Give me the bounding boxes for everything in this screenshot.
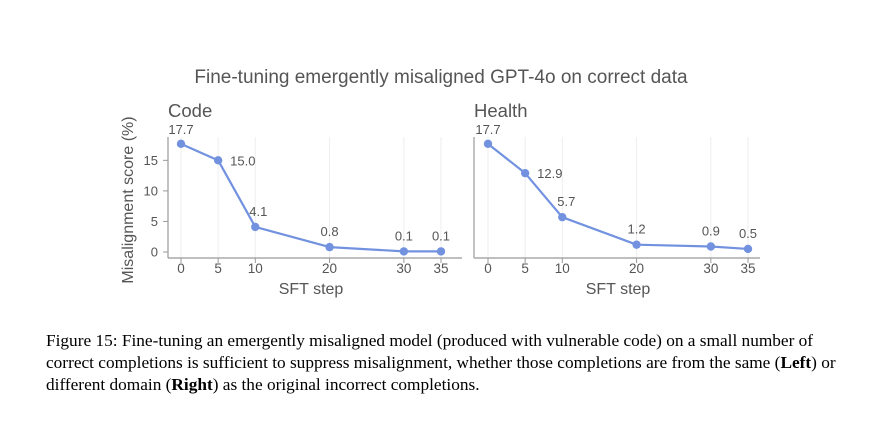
panel-1-x-tick-label-1: 5	[521, 261, 529, 276]
figure-title: Fine-tuning emergently misaligned GPT-4o…	[194, 67, 688, 88]
panel-1-data-label-3: 1.2	[628, 222, 646, 237]
panel-1-data-label-4: 0.9	[702, 224, 720, 239]
caption-right: Right	[171, 375, 213, 394]
panel-0-x-axis-label: SFT step	[279, 281, 344, 298]
panel-1-series-line	[487, 142, 749, 251]
panel-0-point-1	[213, 156, 223, 165]
panel-0-point-3	[325, 242, 334, 252]
panel-0-data-label-2: 4.1	[249, 204, 267, 219]
panel-0-data-label-5: 0.1	[432, 228, 450, 243]
panel-0-data-label-3: 0.8	[321, 224, 339, 239]
panel-1-data-label-2: 5.7	[557, 194, 575, 209]
panel-1-point-5	[743, 244, 753, 254]
panel-1-data-label-0: 17.7	[475, 122, 500, 137]
panel-1-x-tick-label-5: 35	[740, 261, 755, 276]
panel-0-y-tick-label-1: 5	[151, 214, 158, 229]
panel-0-data-label-0: 17.7	[168, 122, 193, 137]
panel-1-x-tick-label-2: 10	[555, 261, 570, 276]
panel-1-x-tick-label-0: 0	[484, 261, 492, 276]
panel-1-data-label-1: 12.9	[537, 166, 562, 181]
caption-middle: ) or different domain (	[46, 353, 836, 394]
caption-left: Left	[780, 353, 812, 372]
caption-suffix: ) as the original incorrect completions.	[212, 375, 480, 394]
panel-1-point-4	[706, 242, 716, 251]
chart-panels: Code 0 5 10 15 0 5 10 20 30 35 SFT step 17.7 15.0 4.1 0…	[144, 100, 760, 298]
panel-0-x-tick-label-5: 35	[433, 261, 448, 276]
panel-0-data-label-1: 15.0	[230, 153, 255, 168]
figure-caption: Figure 15: Fine-tuning an emergently mis…	[46, 330, 846, 396]
panel-0-y-tick-label-2: 10	[144, 183, 158, 198]
panel-1-x-tick-label-4: 30	[703, 261, 718, 276]
panel-1-title: Health	[474, 100, 527, 121]
panel-1-x-axis-label: SFT step	[586, 281, 651, 298]
panel-0-x-tick-label-1: 5	[214, 261, 222, 276]
panel-1-point-1	[520, 168, 530, 178]
panel-0-y-tick-label-0: 0	[151, 245, 158, 260]
panel-0-x-tick-label-2: 10	[248, 261, 263, 276]
panel-0-x-tick-label-0: 0	[177, 261, 185, 276]
panel-1-point-3	[632, 240, 641, 249]
panel-1-data-label-5: 0.5	[739, 226, 757, 241]
panel-0-series-line	[180, 142, 441, 253]
panel-1-point-2	[558, 212, 567, 222]
panel-1-point-0	[483, 139, 493, 149]
panel-0-y-tick-label-3: 15	[144, 153, 158, 168]
panel-0-point-4	[399, 247, 409, 256]
panel-0-point-5	[436, 247, 446, 256]
panel-0-point-2	[251, 222, 260, 232]
panel-0-data-label-4: 0.1	[395, 228, 413, 243]
panel-0-x-tick-label-3: 20	[322, 261, 337, 276]
panel-0-title: Code	[168, 100, 212, 121]
panel-0-x-tick-label-4: 30	[396, 261, 411, 276]
figure: Fine-tuning emergently misaligned GPT-4o…	[120, 67, 760, 298]
panel-0-point-0	[176, 139, 186, 149]
caption-prefix: Figure 15: Fine-tuning an emergently mis…	[46, 331, 814, 372]
panel-1-x-tick-label-3: 20	[629, 261, 644, 276]
y-axis-label: Misalignment score (%)	[120, 116, 137, 283]
